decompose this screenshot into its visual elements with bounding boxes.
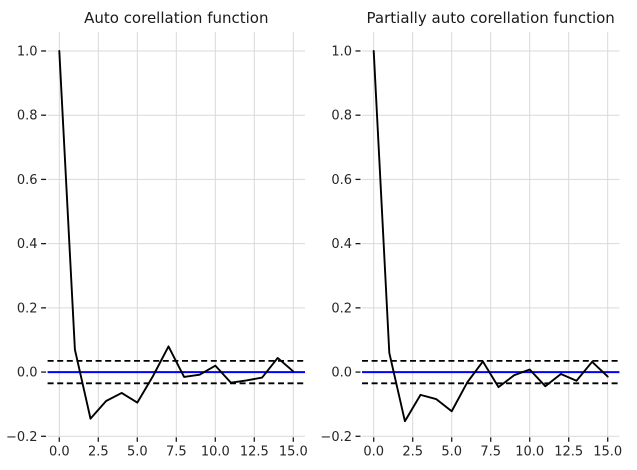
x-tick-label: 12.5	[554, 444, 583, 459]
x-tick-label: 12.5	[240, 444, 269, 459]
acf-plot: −0.2 0.0 0.2 0.4 0.6 0.8 1.0 0.0 2.5 5.0 7.5 10.0 12…	[6, 31, 308, 459]
x-tick-label: 10.0	[515, 444, 544, 459]
x-tick-label: 2.5	[402, 444, 423, 459]
x-tick-label: 7.5	[480, 444, 501, 459]
y-tick-label: 0.4	[331, 237, 352, 252]
y-tick-label: 1.0	[17, 44, 38, 59]
y-tick-label: 0.8	[17, 109, 38, 124]
x-tick-label: 0.0	[49, 444, 70, 459]
x-tick-label: 5.0	[127, 444, 148, 459]
y-tick-label: 0.6	[331, 173, 352, 188]
acf-plot-title: Auto corellation function	[84, 9, 268, 27]
x-tick-label: 15.0	[279, 444, 308, 459]
y-tick-label: 0.0	[17, 366, 38, 381]
x-tick-label: 7.5	[166, 444, 187, 459]
y-tick-label: −0.2	[320, 430, 352, 445]
x-tick-label: 2.5	[88, 444, 109, 459]
y-tick-label: 0.2	[17, 301, 38, 316]
x-tick-label: 5.0	[441, 444, 462, 459]
x-tick-label: 15.0	[593, 444, 622, 459]
y-tick-label: −0.2	[6, 430, 38, 445]
pacf-plot-title: Partially auto corellation function	[367, 9, 615, 27]
data-line-partial-autocorrelation	[372, 50, 609, 423]
pacf-plot: −0.2 0.0 0.2 0.4 0.6 0.8 1.0 0.0 2.5 5.0 7.5 10.0 12…	[320, 31, 622, 459]
y-tick-label: 0.4	[17, 237, 38, 252]
x-tick-label: 10.0	[201, 444, 230, 459]
y-tick-label: 0.8	[331, 109, 352, 124]
y-tick-label: 1.0	[331, 44, 352, 59]
y-tick-label: 0.2	[331, 301, 352, 316]
y-tick-label: 0.0	[331, 366, 352, 381]
y-tick-label: 0.6	[17, 173, 38, 188]
x-tick-label: 0.0	[363, 444, 384, 459]
data-line-autocorrelation	[58, 50, 295, 420]
